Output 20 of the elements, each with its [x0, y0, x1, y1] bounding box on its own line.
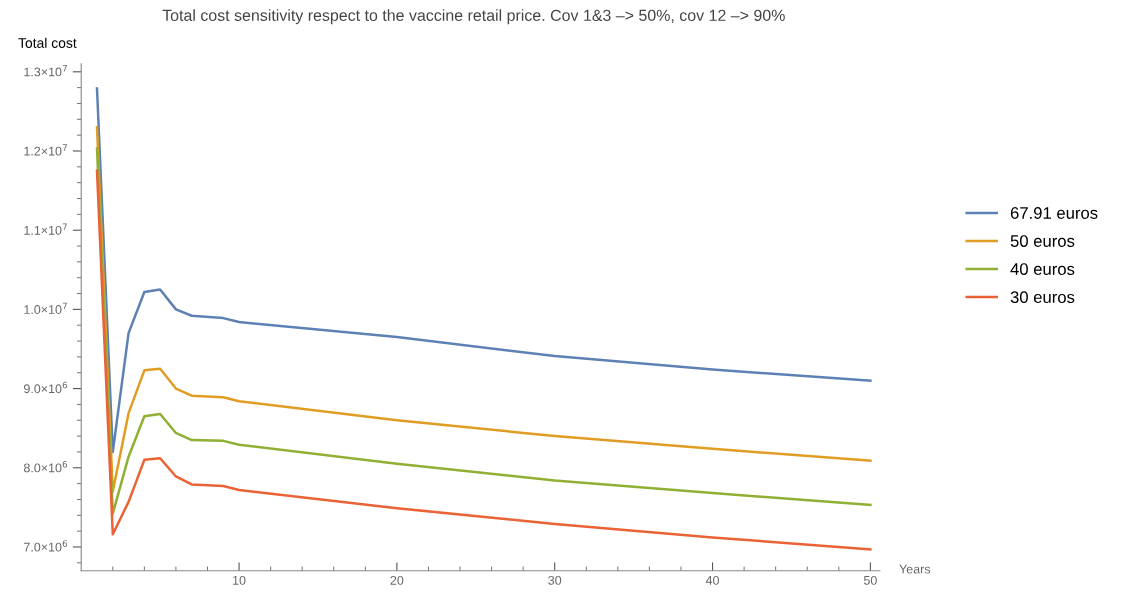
legend-label: 50 euros: [1010, 235, 1075, 247]
y-tick-label: 7.0×10$^{6}$: [24, 540, 68, 552]
x-tick-label: 10: [233, 575, 246, 585]
y-tick-label: 1.0×10$^{7}$: [24, 302, 67, 314]
y-tick-label: 1.1×10$^{7}$: [24, 223, 67, 235]
legend-label: 67.91 euros: [1010, 207, 1098, 219]
x-axis-title: Years: [899, 564, 931, 574]
x-tick-label: 40: [705, 575, 719, 585]
y-tick-label: 1.3×10$^{7}$: [24, 65, 67, 77]
y-axis-title: Total cost: [18, 37, 77, 48]
x-tick-label: 30: [548, 575, 562, 585]
chart-title: Total cost sensitivity respect to the vaccine retail price. Cov 1&3 –> 50%, cov 12 –> 90%: [162, 9, 785, 25]
legend-label: 30 euros: [1010, 291, 1075, 304]
x-tick-label: 50: [863, 575, 877, 585]
legend-label: 40 euros: [1010, 263, 1075, 275]
y-tick-label: 1.2×10$^{7}$: [24, 144, 67, 156]
y-tick-label: 9.0×10$^{6}$: [23, 381, 68, 394]
x-tick-label: 20: [390, 575, 404, 585]
line-series: [95, 87, 872, 454]
y-tick-label: 8.0×10$^{6}$: [23, 460, 68, 473]
